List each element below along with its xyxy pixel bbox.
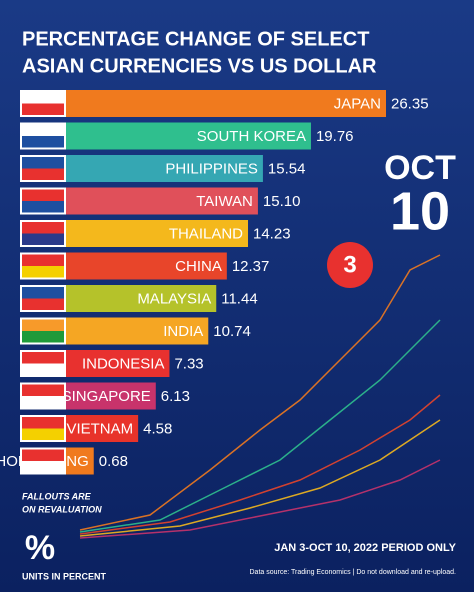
bar	[66, 220, 249, 247]
bar-label: JAPAN	[334, 95, 381, 112]
unit-symbol: %	[25, 529, 55, 567]
title: ASIAN CURRENCIES VS US DOLLAR	[22, 55, 377, 77]
bar	[66, 382, 156, 410]
source: Data source: Trading Economics | Do not …	[250, 569, 457, 576]
note: FALLOUTS ARE	[22, 491, 92, 501]
bar	[66, 187, 258, 215]
bar-label: PHILIPPINES	[165, 160, 258, 177]
trend-decoration	[79, 254, 441, 539]
note: ON REVALUATION	[22, 504, 102, 514]
bar-label: CHINA	[175, 258, 222, 275]
badge-circle	[327, 242, 373, 288]
bar	[66, 350, 170, 377]
flag	[22, 449, 64, 461]
flag	[22, 136, 64, 148]
value-label: 7.33	[174, 355, 203, 372]
flag	[22, 352, 64, 364]
flag	[22, 384, 64, 396]
flag	[22, 124, 64, 136]
badge: 3	[343, 251, 356, 278]
flag	[22, 103, 64, 115]
flag	[22, 363, 64, 375]
bar	[66, 252, 227, 280]
bar	[66, 317, 209, 345]
flag	[22, 396, 64, 408]
date-month: OCT	[384, 149, 456, 187]
bar	[66, 447, 94, 475]
flag	[22, 428, 64, 440]
bar-label: SOUTH KOREA	[197, 128, 306, 145]
bar-label: VIETNAM	[66, 420, 133, 437]
bar-label: TAIWAN	[196, 193, 253, 210]
flag	[22, 287, 64, 299]
bar	[66, 285, 217, 312]
value-label: 15.10	[263, 193, 301, 210]
bar	[66, 415, 139, 442]
flag	[22, 461, 64, 473]
value-label: 14.23	[253, 225, 291, 242]
flag	[22, 168, 64, 180]
bar-label: THAILAND	[169, 225, 243, 242]
flag	[22, 417, 64, 429]
bar-label: INDONESIA	[82, 355, 165, 372]
bar-label: SINGAPORE	[62, 388, 151, 405]
flag	[22, 201, 64, 213]
flag	[22, 157, 64, 169]
value-label: 10.74	[213, 323, 251, 340]
value-label: 4.58	[143, 420, 172, 437]
value-label: 11.44	[221, 290, 257, 307]
value-label: 15.54	[268, 160, 306, 177]
unit-label: UNITS IN PERCENT	[22, 571, 107, 581]
value-label: 0.68	[99, 453, 128, 470]
flag	[22, 331, 64, 343]
value-label: 26.35	[391, 95, 429, 112]
flag	[22, 319, 64, 331]
flag	[22, 233, 64, 245]
period: JAN 3-OCT 10, 2022 PERIOD ONLY	[274, 542, 456, 554]
bar	[66, 155, 263, 182]
flag	[22, 254, 64, 266]
flag	[22, 92, 64, 104]
flag	[22, 189, 64, 201]
date-day: 10	[390, 181, 450, 241]
bar-label: MALAYSIA	[137, 290, 211, 307]
value-label: 19.76	[316, 128, 354, 145]
flag	[22, 222, 64, 234]
flag	[22, 266, 64, 278]
flag	[22, 298, 64, 310]
bar	[66, 122, 311, 150]
bar	[66, 90, 386, 117]
value-label: 12.37	[232, 258, 270, 275]
value-label: 6.13	[161, 388, 190, 405]
title: PERCENTAGE CHANGE OF SELECT	[22, 28, 369, 50]
bar-label: INDIA	[163, 323, 203, 340]
